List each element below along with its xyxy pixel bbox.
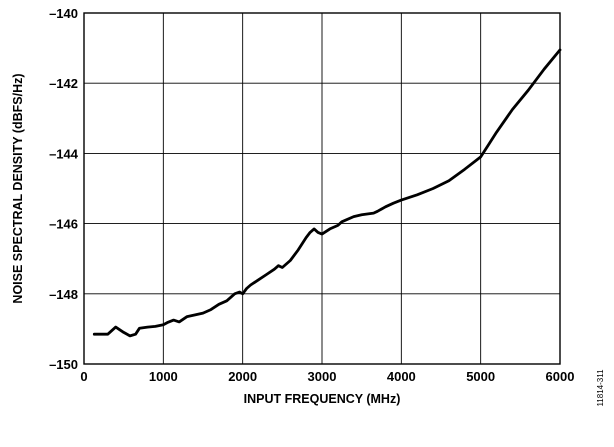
x-tick-label: 6000: [546, 369, 575, 384]
x-tick-label: 5000: [466, 369, 495, 384]
figure-code: 11814-311: [596, 369, 605, 407]
x-tick-label: 1000: [149, 369, 178, 384]
x-tick-labels: 0 1000 2000 3000 4000 5000 6000: [80, 369, 574, 384]
x-tick-label: 4000: [387, 369, 416, 384]
series-group: [92, 48, 562, 338]
y-tick-labels: –140 –142 –144 –146 –148 –150: [49, 6, 79, 372]
y-tick-label: –146: [49, 217, 78, 232]
series-line: [92, 48, 562, 338]
x-axis-label: INPUT FREQUENCY (MHz): [244, 392, 401, 406]
plot-frame: [83, 12, 561, 365]
y-axis-label: NOISE SPECTRAL DENSITY (dBFS/Hz): [11, 73, 25, 303]
x-tick-label: 3000: [308, 369, 337, 384]
y-tick-label: –148: [49, 287, 78, 302]
x-tick-label: 0: [80, 369, 87, 384]
x-tick-label: 2000: [228, 369, 257, 384]
y-tick-label: –140: [49, 6, 78, 21]
y-tick-label: –150: [49, 357, 78, 372]
y-tick-label: –142: [49, 76, 78, 91]
y-tick-label: –144: [49, 146, 79, 161]
